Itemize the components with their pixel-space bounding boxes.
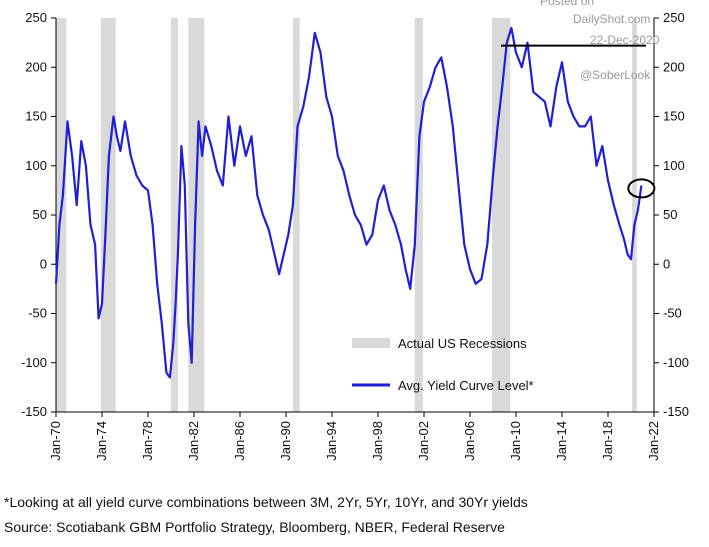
x-tick-label: Jan-82 — [186, 421, 201, 461]
x-tick-label: Jan-06 — [462, 421, 477, 461]
x-tick-label: Jan-86 — [232, 421, 247, 461]
x-tick-label: Jan-02 — [416, 421, 431, 461]
watermark-handle: @SoberLook — [580, 68, 651, 82]
annotation-markers — [501, 44, 656, 199]
x-tick-label: Jan-74 — [94, 421, 109, 461]
y-tick-label-right: 100 — [663, 158, 685, 173]
x-tick-label: Jan-18 — [600, 421, 615, 461]
recession-band-2 — [171, 18, 178, 412]
axes: -150 -150 -100 -100 -50 -50 0 0 50 50 100 100 150 150… — [21, 10, 689, 461]
series-layer — [54, 26, 643, 379]
x-tick-label: Jan-14 — [554, 421, 569, 461]
y-tick-label-right: -150 — [663, 404, 689, 419]
y-tick-label-right: -100 — [663, 355, 689, 370]
source-line: Source: Scotiabank GBM Portfolio Strateg… — [4, 519, 505, 535]
x-tick-label: Jan-98 — [370, 421, 385, 461]
x-tick-label: Jan-94 — [324, 421, 339, 461]
watermark-date: 22-Dec-2020 — [590, 33, 660, 47]
y-tick-label-right: 50 — [663, 207, 677, 222]
y-tick-label-left: 150 — [25, 109, 47, 124]
y-tick-label-left: 0 — [40, 256, 47, 271]
y-tick-label-left: -100 — [21, 355, 47, 370]
yield-curve-chart: -150 -150 -100 -100 -50 -50 0 0 50 50 100 100 150 150… — [21, 0, 689, 461]
legend: Actual US Recessions Avg. Yield Curve Le… — [352, 336, 534, 393]
recession-band-4 — [292, 18, 300, 412]
legend-recession-swatch — [352, 338, 390, 348]
recession-bands — [56, 18, 637, 412]
x-tick-label: Jan-78 — [140, 421, 155, 461]
y-tick-label-left: -50 — [28, 306, 47, 321]
x-tick-label: Jan-10 — [508, 421, 523, 461]
y-tick-label-left: 200 — [25, 59, 47, 74]
x-tick-label: Jan-70 — [48, 421, 63, 461]
watermark: Posted on DailyShot.com 22-Dec-2020 @Sob… — [540, 0, 660, 82]
y-tick-label-right: -50 — [663, 306, 682, 321]
y-tick-label-right: 0 — [663, 256, 670, 271]
y-tick-label-left: 100 — [25, 158, 47, 173]
legend-series-label: Avg. Yield Curve Level* — [398, 378, 534, 393]
recession-band-1 — [100, 18, 116, 412]
x-tick-label: Jan-22 — [646, 421, 661, 461]
y-tick-label-right: 250 — [663, 10, 685, 25]
y-tick-label-right: 150 — [663, 109, 685, 124]
watermark-site: DailyShot.com — [573, 12, 650, 26]
recession-band-7 — [632, 18, 637, 412]
y-tick-label-left: 50 — [33, 207, 47, 222]
y-tick-label-left: -150 — [21, 404, 47, 419]
recession-band-6 — [491, 18, 511, 412]
watermark-posted: Posted on — [540, 0, 594, 8]
annotation-circle — [627, 178, 656, 199]
y-tick-label-left: 250 — [25, 10, 47, 25]
y-tick-label-right: 200 — [663, 59, 685, 74]
recession-band-5 — [414, 18, 423, 412]
x-tick-label: Jan-90 — [278, 421, 293, 461]
series-line-0 — [54, 26, 643, 379]
footnote: *Looking at all yield curve combinations… — [4, 494, 528, 510]
legend-recession-label: Actual US Recessions — [398, 336, 527, 351]
